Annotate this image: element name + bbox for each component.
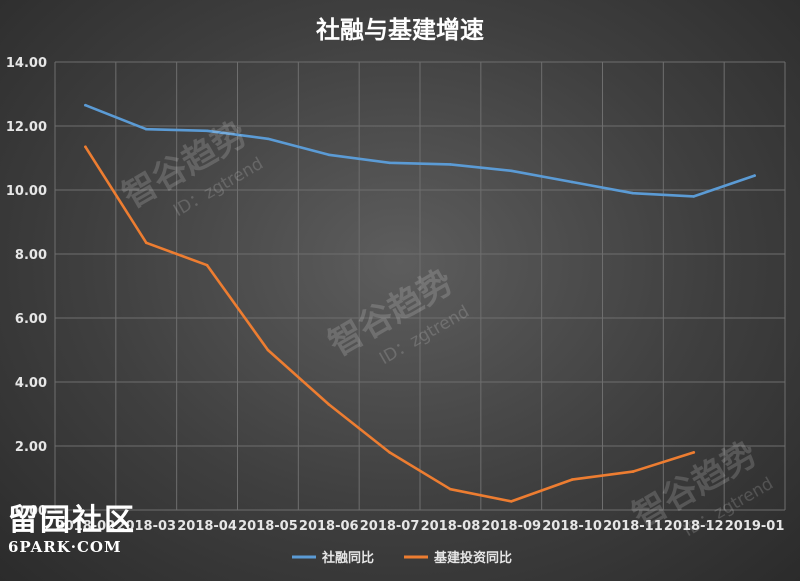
grid-lines bbox=[54, 61, 786, 511]
data-point bbox=[509, 169, 513, 173]
y-axis-tick-labels: 14.00 12.00 10.00 8.00 6.00 4.00 2.00 0.00 bbox=[6, 56, 47, 519]
data-point bbox=[509, 500, 513, 503]
data-point bbox=[692, 451, 696, 454]
data-point bbox=[266, 137, 270, 141]
x-tick-label: 2018-11 bbox=[603, 519, 663, 534]
x-tick-label: 2018-08 bbox=[421, 519, 481, 534]
x-tick-label: 2018-07 bbox=[360, 519, 420, 534]
data-point bbox=[327, 153, 331, 157]
data-point bbox=[84, 145, 87, 149]
data-point bbox=[205, 129, 209, 133]
data-point bbox=[388, 161, 391, 165]
y-tick-label: 14.00 bbox=[6, 56, 47, 71]
data-point bbox=[753, 174, 756, 177]
data-point bbox=[631, 191, 635, 195]
corner-logo-en: 6PARK·COM bbox=[8, 538, 122, 556]
legend: 社融同比 基建投资同比 bbox=[292, 550, 512, 566]
y-tick-label: 0.00 bbox=[15, 504, 47, 519]
data-point bbox=[327, 403, 331, 406]
x-tick-label: 2018-09 bbox=[481, 519, 541, 534]
data-point bbox=[692, 195, 696, 198]
series-lines bbox=[84, 103, 756, 503]
corner-logo-cn: 留园社区 bbox=[8, 503, 136, 538]
series-line-0 bbox=[84, 103, 756, 198]
y-tick-label: 12.00 bbox=[6, 120, 47, 135]
y-tick-label: 4.00 bbox=[15, 376, 47, 391]
legend-label: 社融同比 bbox=[321, 550, 374, 566]
corner-logo: 留园社区 6PARK·COM bbox=[8, 503, 136, 557]
legend-label: 基建投资同比 bbox=[433, 550, 512, 566]
y-tick-label: 8.00 bbox=[15, 248, 47, 263]
data-point bbox=[388, 451, 391, 454]
data-point bbox=[84, 103, 87, 107]
data-point bbox=[144, 241, 148, 245]
data-point bbox=[570, 478, 574, 481]
y-tick-label: 6.00 bbox=[15, 312, 47, 327]
x-tick-label: 2018-10 bbox=[542, 519, 602, 534]
y-tick-label: 2.00 bbox=[15, 440, 47, 455]
x-tick-label: 2018-03 bbox=[116, 519, 176, 534]
x-tick-label: 2018-02 bbox=[56, 519, 116, 534]
y-tick-label: 10.00 bbox=[6, 184, 47, 199]
x-tick-label: 2019-01 bbox=[725, 519, 785, 534]
data-point bbox=[144, 127, 148, 131]
data-point bbox=[205, 263, 209, 267]
data-point bbox=[570, 180, 574, 184]
data-point bbox=[449, 163, 452, 166]
data-point bbox=[449, 487, 452, 491]
x-tick-label: 2018-12 bbox=[664, 519, 724, 534]
chart-title: 社融与基建增速 bbox=[316, 16, 484, 44]
x-tick-label: 2018-04 bbox=[177, 519, 237, 534]
data-point bbox=[631, 470, 635, 473]
x-tick-label: 2018-05 bbox=[238, 519, 298, 534]
data-point bbox=[266, 348, 270, 352]
x-axis-tick-labels: 2018-02 2018-03 2018-04 2018-05 2018-06 2018-… bbox=[56, 519, 785, 534]
x-tick-label: 2018-06 bbox=[299, 519, 359, 534]
